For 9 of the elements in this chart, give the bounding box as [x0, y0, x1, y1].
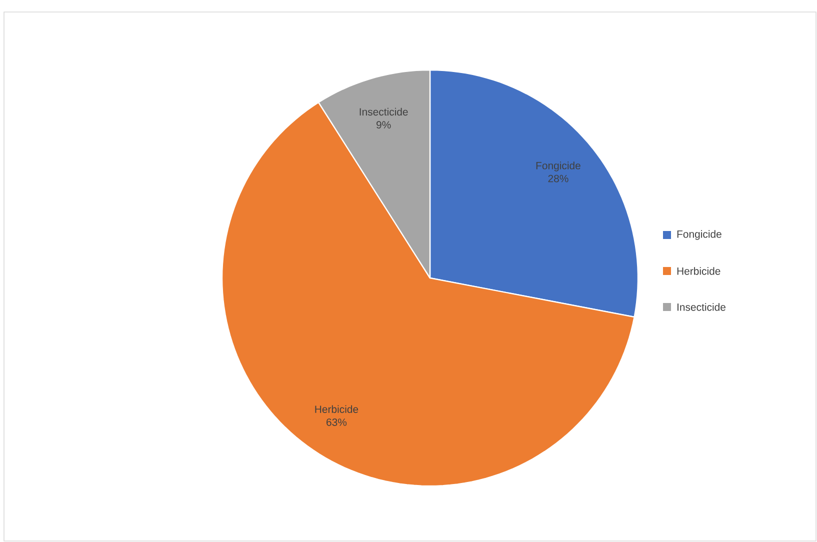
slice-label: Insecticide: [360, 108, 408, 116]
data-label: 28%: [548, 174, 568, 182]
data-label: 63%: [326, 418, 347, 426]
legend-label: Insecticide: [678, 303, 726, 311]
legend-label: Fongicide: [677, 230, 722, 240]
legend-label: Herbicide: [677, 267, 720, 275]
data-label: 9%: [376, 121, 391, 129]
slice-label: Fongicide: [536, 162, 580, 172]
slice-label: Herbicide: [315, 405, 358, 413]
